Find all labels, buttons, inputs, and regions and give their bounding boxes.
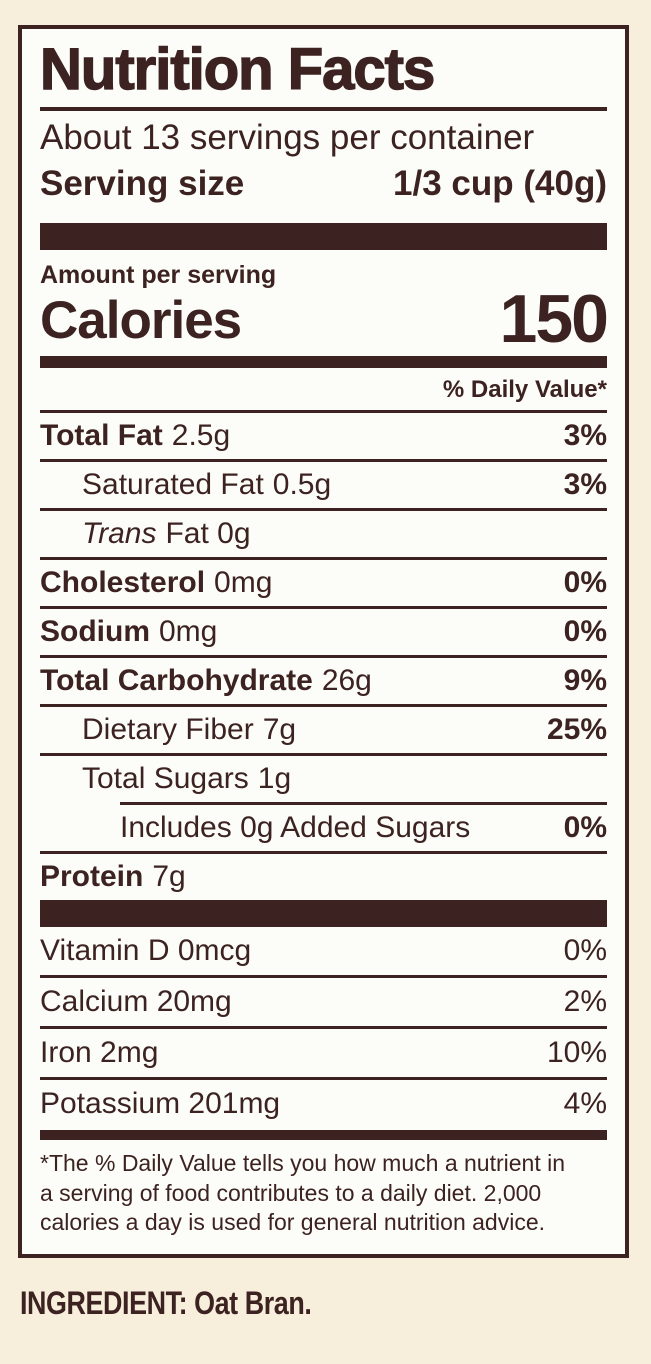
nutrient-row-saturated-fat: Saturated Fat 0.5g 3% (40, 462, 607, 511)
nutrient-amount: 0mg (214, 566, 273, 599)
nutrient-amount: 7g (262, 713, 297, 746)
nutrient-amount: 0mg (159, 615, 218, 648)
nutrient-name: Total Carbohydrate (40, 664, 313, 697)
section-bar-medium (40, 356, 607, 368)
calories-row: Calories 150 (40, 281, 609, 357)
nutrient-amount: 2.5g (171, 419, 231, 452)
nutrient-text: Total Fat 2.5g (40, 419, 230, 453)
vitamin-name: Iron 2mg (40, 1036, 159, 1069)
serving-size-value: 1/3 cup (40g) (393, 164, 607, 203)
nutrient-text: Total Sugars 1g (82, 762, 291, 796)
added-sugars-divider (120, 802, 607, 805)
vitamin-row-vitamin-d: Vitamin D 0mcg 0% (40, 927, 607, 978)
serving-size-label: Serving size (40, 164, 245, 203)
section-bar-thick-bottom (40, 900, 607, 927)
vitamin-row-potassium: Potassium 201mg 4% (40, 1080, 607, 1128)
calories-label: Calories (40, 291, 242, 350)
amount-per-serving-label: Amount per serving (40, 261, 277, 289)
nutrient-name: Cholesterol (40, 566, 206, 599)
nutrient-text: Dietary Fiber 7g (82, 713, 296, 747)
nutrient-row-trans-fat: Trans Fat 0g (40, 511, 607, 560)
nutrient-text: Sodium 0mg (40, 615, 217, 649)
nutrient-dv: 3% (563, 468, 607, 501)
vitamin-name: Vitamin D 0mcg (40, 934, 252, 967)
nutrient-name: Total Sugars (82, 762, 249, 795)
vitamin-name: Calcium 20mg (40, 985, 232, 1018)
nutrient-row-total-fat: Total Fat 2.5g 3% (40, 413, 607, 462)
nutrient-dv: 0% (563, 566, 607, 599)
vitamin-dv: 4% (563, 1087, 607, 1120)
vitamin-dv: 2% (563, 985, 607, 1018)
nutrient-dv: 0% (563, 811, 607, 844)
nutrient-text: Cholesterol 0mg (40, 566, 272, 600)
calories-value: 150 (499, 281, 609, 357)
nutrient-dv: 9% (563, 664, 607, 697)
nutrient-name: Includes 0g Added Sugars (120, 811, 471, 844)
vitamin-dv: 0% (563, 934, 607, 967)
nutrient-row-sodium: Sodium 0mg 0% (40, 609, 607, 658)
nutrition-facts-label: Nutrition Facts About 13 servings per co… (18, 25, 629, 1258)
nutrient-name: Sodium (40, 615, 150, 648)
nutrient-dv: 0% (563, 615, 607, 648)
nutrient-text: Includes 0g Added Sugars (120, 811, 470, 845)
label-title: Nutrition Facts (39, 37, 436, 102)
nutrient-text: Total Carbohydrate 26g (40, 664, 372, 698)
nutrient-row-protein: Protein 7g (40, 854, 607, 900)
nutrient-dv: 25% (546, 713, 607, 746)
nutrient-name: Saturated Fat (82, 468, 264, 501)
nutrient-row-added-sugars: Includes 0g Added Sugars 0% (40, 805, 607, 854)
nutrient-text: Saturated Fat 0.5g (82, 468, 331, 502)
nutrient-amount: 1g (257, 762, 292, 795)
nutrient-name: Protein (40, 860, 144, 893)
vitamin-name: Potassium 201mg (40, 1087, 281, 1120)
footnote-line: calories a day is used for general nutri… (40, 1209, 546, 1235)
footnote-line: a serving of food contributes to a daily… (40, 1179, 542, 1206)
nutrient-text: Protein 7g (40, 860, 186, 894)
vitamin-row-iron: Iron 2mg 10% (40, 1029, 607, 1080)
serving-size-row: Serving size 1/3 cup (40g) (40, 161, 607, 207)
nutrient-dv: 3% (563, 419, 607, 452)
footnote-bar (40, 1130, 607, 1140)
nutrient-amount: 26g (321, 664, 372, 697)
nutrient-name: Trans (82, 517, 157, 550)
daily-value-header: % Daily Value* (40, 368, 607, 413)
nutrient-row-dietary-fiber: Dietary Fiber 7g 25% (40, 707, 607, 756)
nutrient-name: Dietary Fiber (82, 713, 254, 746)
vitamin-row-calcium: Calcium 20mg 2% (40, 978, 607, 1029)
nutrient-amount: Fat 0g (165, 517, 251, 550)
footnote-line: *The % Daily Value tells you how much a … (40, 1150, 566, 1176)
section-bar-thick-top (40, 223, 607, 250)
servings-per-container: About 13 servings per container (40, 118, 535, 157)
nutrient-amount: 7g (152, 860, 186, 893)
nutrient-row-cholesterol: Cholesterol 0mg 0% (40, 560, 607, 609)
title-divider (40, 107, 607, 111)
daily-value-footnote: *The % Daily Value tells you how much a … (40, 1140, 607, 1254)
nutrient-row-total-sugars: Total Sugars 1g (40, 756, 607, 802)
nutrient-row-total-carbohydrate: Total Carbohydrate 26g 9% (40, 658, 607, 707)
nutrient-name: Total Fat (40, 419, 163, 452)
ingredient-statement: INGREDIENT: Oat Bran. (20, 1284, 312, 1321)
nutrient-amount: 0.5g (272, 468, 332, 501)
vitamin-dv: 10% (546, 1036, 607, 1069)
nutrient-text: Trans Fat 0g (82, 517, 251, 551)
